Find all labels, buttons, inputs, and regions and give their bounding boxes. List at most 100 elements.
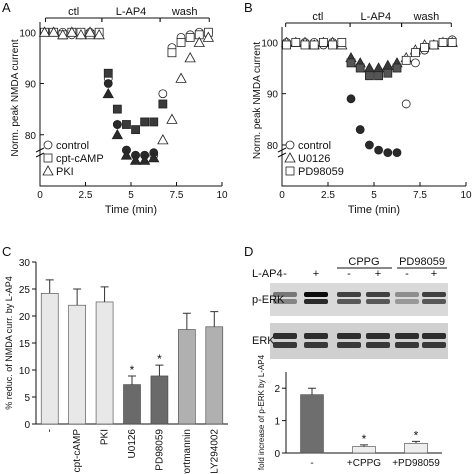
error-bar [308, 387, 316, 395]
bar [150, 375, 169, 425]
data-point [420, 43, 430, 52]
data-point [337, 37, 347, 47]
data-point [167, 48, 177, 58]
data-point [429, 40, 439, 50]
error-bar [360, 444, 368, 447]
blot-band [304, 342, 328, 348]
data-point [57, 28, 69, 40]
y-tick-label: 80 [25, 131, 37, 142]
data-point [309, 40, 319, 50]
y-tick-label: 10 [19, 366, 31, 377]
lane-sign: + [431, 268, 437, 280]
data-point [111, 128, 124, 140]
blot-membrane [270, 323, 448, 359]
data-point [185, 32, 195, 42]
y-tick-label: 5 [24, 393, 30, 404]
data-point [401, 99, 411, 109]
data-point [346, 94, 356, 104]
data-point [103, 68, 113, 78]
group-label: PD98059 [399, 256, 445, 268]
bar [178, 329, 196, 425]
data-point [149, 117, 159, 127]
data-point [131, 125, 140, 135]
category-label: U0126 [127, 429, 138, 459]
data-point [138, 154, 151, 165]
bar [352, 446, 376, 454]
x-axis-label: Time (min) [348, 204, 400, 216]
data-point [364, 140, 374, 150]
blot-band [395, 333, 419, 339]
blot-band [422, 342, 446, 348]
bar [404, 442, 428, 454]
data-point [438, 37, 448, 47]
y-tick-label: 20 [19, 312, 31, 323]
significance-star: * [362, 432, 367, 446]
x-tick-label: 10 [460, 190, 472, 201]
legend-marker [42, 165, 54, 176]
legend-marker [43, 140, 53, 150]
y-tick-label: 2 [274, 384, 280, 395]
data-point [184, 52, 196, 63]
error-bar [128, 375, 136, 385]
data-point [355, 125, 365, 134]
x-tick-label: 7.5 [170, 190, 184, 201]
blot-band [395, 342, 419, 348]
condition-label: wash [171, 6, 198, 18]
y-axis-label: % reduc. of NMDA curr. by L-AP4 [4, 276, 14, 410]
data-point [447, 37, 457, 47]
x-tick-label: 10 [216, 190, 228, 201]
legend-label: cpt-cAMP [56, 153, 104, 165]
bar [68, 304, 86, 425]
y-tick-label: 100 [261, 38, 278, 49]
blot-band [337, 299, 361, 304]
y-tick-label: 15 [19, 339, 31, 350]
blot-band [366, 299, 390, 304]
data-point [140, 117, 150, 127]
blot-band [366, 292, 390, 297]
bar [95, 301, 114, 425]
data-point [120, 149, 133, 160]
condition-bar [44, 17, 103, 22]
data-point [401, 55, 411, 65]
panel-letter-d: D [244, 244, 253, 259]
axis-break [35, 147, 45, 158]
bar [205, 326, 224, 425]
y-tick-label: 1 [274, 417, 280, 428]
panel-letter-a: A [2, 0, 11, 15]
lane-sign: - [347, 268, 351, 280]
data-point [112, 120, 122, 129]
y-axis-label: fold increase of p-ERK by L-AP4 [257, 354, 266, 470]
error-bar [73, 288, 82, 306]
data-point [282, 40, 292, 50]
error-bar [182, 312, 191, 330]
bar [40, 293, 59, 425]
y-tick-label: 0 [24, 420, 30, 431]
data-point [175, 72, 187, 83]
blot-band [337, 292, 361, 297]
y-tick-label: 90 [267, 90, 279, 101]
blot-band [337, 333, 361, 339]
data-point [66, 26, 78, 37]
blot-band [304, 292, 328, 297]
data-point [383, 68, 393, 78]
data-point [410, 58, 420, 68]
category-label: - [310, 458, 313, 469]
y-axis-label: Norm. peak NMDA current [252, 42, 263, 159]
blot-band [304, 299, 328, 304]
condition-label: wash [413, 11, 440, 23]
x-tick-label: 5 [128, 190, 134, 201]
legend-marker [43, 153, 53, 163]
panel-letter-c: C [2, 244, 11, 259]
error-bar [45, 279, 54, 294]
y-tick-label: 80 [267, 141, 279, 152]
data-point [158, 99, 168, 109]
data-point [166, 113, 178, 124]
panel-c: C 0 5 10 15 20 25 30 % reduc. of NMDA curr. by … [2, 244, 228, 474]
data-point [328, 40, 338, 50]
significance-star: * [157, 352, 162, 366]
condition-label: ctl [312, 11, 323, 23]
condition-label: L-AP4 [116, 6, 147, 18]
condition-bar [101, 17, 161, 22]
axis-break [277, 147, 287, 158]
x-axis-label: Time (min) [105, 204, 157, 216]
